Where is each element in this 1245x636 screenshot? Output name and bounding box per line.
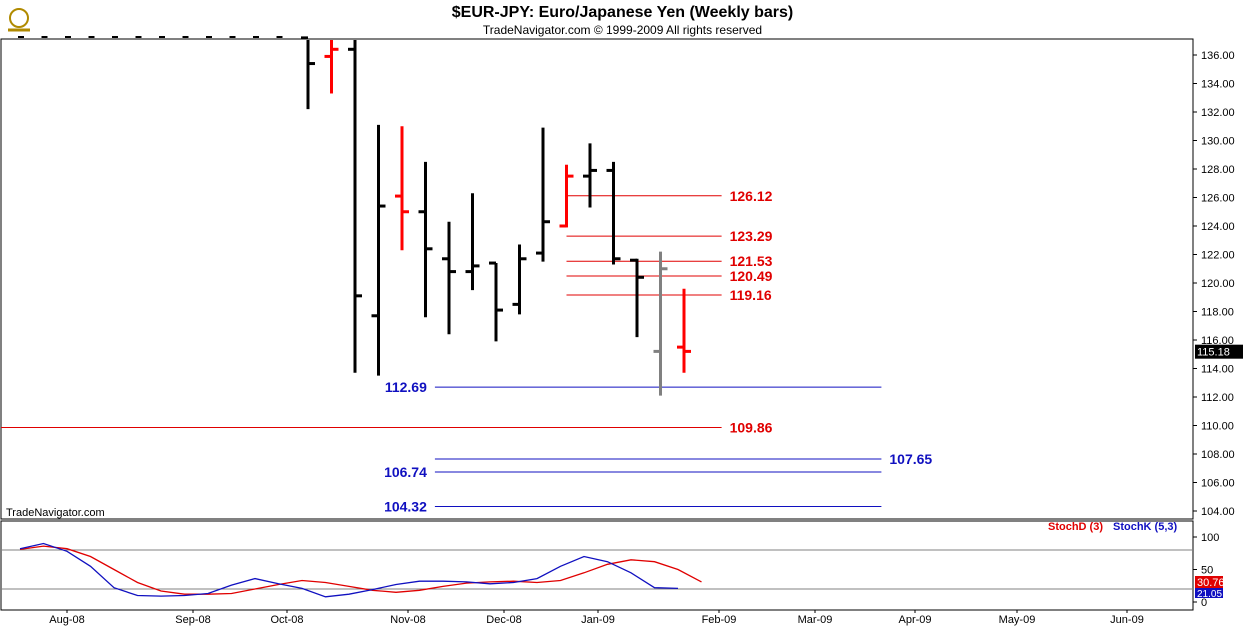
price-tick-label: 118.00 (1201, 307, 1234, 319)
date-label: Dec-08 (486, 614, 521, 626)
date-label: Nov-08 (390, 614, 425, 626)
chart-subtitle: TradeNavigator.com © 1999-2009 All right… (482, 23, 763, 37)
date-label: Mar-09 (798, 614, 833, 626)
level-label: 119.16 (730, 287, 772, 303)
date-label: Apr-09 (898, 614, 931, 626)
level-label: 123.29 (730, 228, 773, 244)
date-label: Aug-08 (49, 614, 84, 626)
price-tick-label: 128.00 (1201, 164, 1235, 176)
level-label: 104.32 (384, 498, 427, 514)
price-tick-label: 110.00 (1201, 421, 1234, 433)
price-tick-label: 116.00 (1201, 335, 1234, 347)
date-label: Feb-09 (702, 614, 737, 626)
date-label: Sep-08 (175, 614, 210, 626)
stochd-legend: StochD (3) (1048, 521, 1103, 533)
price-tick-label: 106.00 (1201, 478, 1235, 490)
logo-icon (9, 8, 29, 28)
stoch-tick-label: 0 (1201, 597, 1207, 609)
watermark: TradeNavigator.com (6, 507, 105, 519)
price-tick-label: 136.00 (1201, 50, 1235, 62)
price-tick-label: 124.00 (1201, 221, 1235, 233)
stoch-tick-label: 100 (1201, 532, 1219, 544)
level-label: 121.53 (730, 253, 773, 269)
price-tick-label: 122.00 (1201, 250, 1235, 262)
stochk-value-box (1195, 588, 1223, 598)
date-label: Oct-08 (270, 614, 303, 626)
price-tick-label: 126.00 (1201, 193, 1235, 205)
stochk-value-label: 21.05 (1197, 589, 1222, 600)
level-label: 109.86 (730, 419, 773, 435)
level-label: 120.49 (730, 268, 773, 284)
date-label: Jan-09 (581, 614, 615, 626)
level-label: 112.69 (385, 379, 427, 395)
price-tick-label: 108.00 (1201, 449, 1235, 461)
price-panel (0, 38, 1194, 520)
stochd-line (19, 545, 702, 595)
price-tick-label: 114.00 (1201, 364, 1234, 376)
price-tick-label: 130.00 (1201, 136, 1235, 148)
stochd-value-box (1195, 576, 1223, 588)
price-tick-label: 120.00 (1201, 278, 1235, 290)
stochk-legend: StochK (5,3) (1113, 521, 1178, 533)
level-label: 126.12 (730, 188, 773, 204)
price-tick-label: 104.00 (1201, 506, 1235, 518)
stochd-value-label: 30.76 (1197, 577, 1225, 589)
last-price-label: 115.18 (1197, 347, 1230, 359)
stochk-line (19, 542, 679, 598)
date-label: Jun-09 (1110, 614, 1144, 626)
chart-title: $EUR-JPY: Euro/Japanese Yen (Weekly bars… (451, 4, 794, 21)
price-tick-label: 134.00 (1201, 79, 1235, 91)
last-price-box (1195, 344, 1243, 359)
level-label: 106.74 (384, 464, 427, 480)
date-label: May-09 (999, 614, 1036, 626)
stochastic-panel (0, 520, 1194, 611)
level-label: 107.65 (889, 451, 932, 467)
price-tick-label: 132.00 (1201, 107, 1235, 119)
stoch-tick-label: 50 (1201, 565, 1213, 577)
price-tick-label: 112.00 (1201, 392, 1234, 404)
